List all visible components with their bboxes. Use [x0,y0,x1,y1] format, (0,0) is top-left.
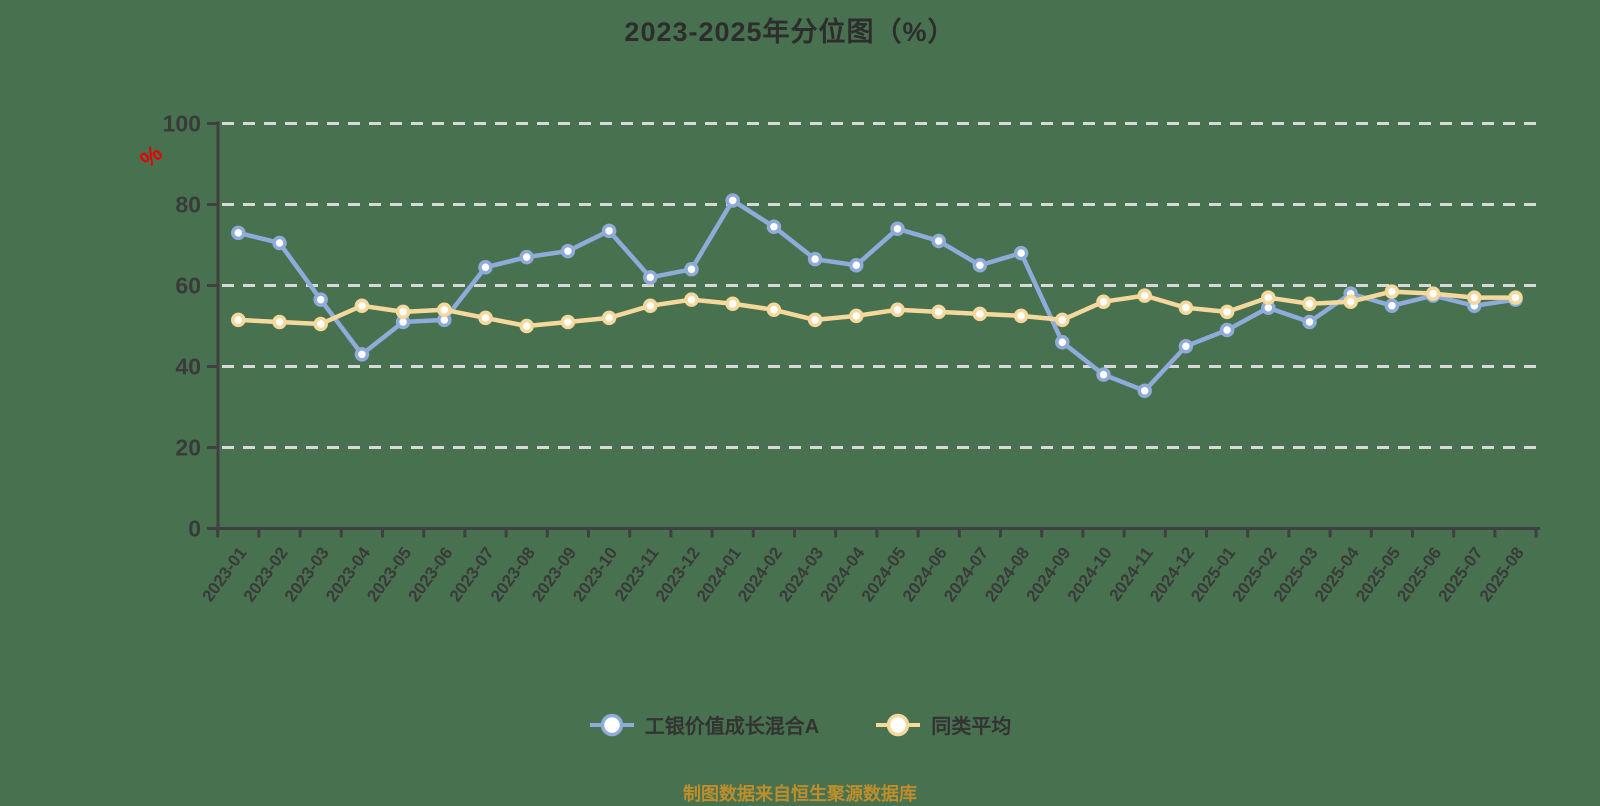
y-axis-label-40: 40 [175,354,201,380]
data-point-s0 [890,221,905,237]
data-point-s1 [272,314,287,330]
data-point-s1 [478,310,493,326]
data-point-s0 [560,243,576,259]
data-point-s0 [1137,383,1152,399]
data-point-s1 [519,318,534,334]
data-point-s0 [931,233,946,249]
data-point-s1 [643,298,658,313]
data-point-s0 [1219,322,1235,338]
series-line-0 [236,198,1518,394]
data-point-s1 [1261,290,1276,305]
legend-label-fund: 工银价值成长混合A [644,716,820,738]
data-point-s0 [313,292,328,307]
data-point-s0 [601,223,617,239]
data-point-s0 [766,219,782,235]
data-point-s1 [601,310,617,326]
data-point-s1 [725,296,740,311]
legend-item-average[interactable]: 同类平均 [875,710,1011,739]
data-point-s1 [1425,286,1441,301]
data-point-s1 [1055,312,1070,328]
data-point-s0 [684,262,699,277]
data-point-s0 [272,235,287,251]
data-point-s0 [231,225,246,241]
y-axis-label-60: 60 [175,273,201,299]
y-axis-label-20: 20 [175,435,201,461]
data-point-s1 [1219,304,1235,320]
y-axis-label-80: 80 [175,192,201,218]
data-point-s1 [1137,288,1152,303]
data-point-s0 [1178,339,1194,354]
data-point-s1 [684,292,699,307]
data-point-s1 [807,312,823,328]
legend: 工银价值成长混合A 同类平均 [0,710,1600,739]
data-point-s1 [354,298,370,313]
data-point-s0 [1384,298,1400,313]
data-point-s0 [519,249,534,265]
data-point-s0 [972,258,988,273]
data-point-s1 [1013,308,1029,324]
average-legend-marker-icon [876,713,921,736]
data-point-s1 [231,312,246,328]
data-point-s0 [807,251,823,267]
data-point-s1 [395,304,411,320]
data-point-s1 [849,308,864,324]
data-point-s1 [437,302,452,318]
data-point-s1 [1343,294,1358,309]
data-point-s1 [1384,284,1400,299]
data-point-s1 [1467,290,1482,305]
data-point-s0 [1302,314,1317,330]
data-point-s1 [1508,290,1523,305]
legend-item-fund[interactable]: 工银价值成长混合A [589,710,819,739]
data-point-s1 [931,304,946,320]
fund-legend-marker-icon [589,713,634,736]
data-point-s1 [1302,296,1317,311]
data-point-s0 [1055,334,1070,350]
chart-title: 2023-2025年分位图（%） [624,17,956,47]
data-point-s1 [890,302,905,318]
y-axis-label-100: 100 [163,111,201,137]
footer-source-note: 制图数据来自恒生聚源数据库 [683,784,917,804]
data-point-s1 [313,316,328,332]
data-point-s0 [478,260,493,275]
data-point-s1 [1178,300,1194,316]
data-point-s1 [560,314,576,330]
y-axis-label-0: 0 [188,516,201,542]
data-point-s0 [1096,367,1111,382]
legend-label-average: 同类平均 [931,716,1012,738]
data-point-s0 [354,347,370,362]
data-point-s0 [849,258,864,273]
data-point-s1 [1096,294,1111,309]
data-point-s1 [766,302,782,318]
data-point-s0 [725,193,740,208]
data-point-s1 [972,306,988,322]
data-point-s0 [1013,245,1029,261]
data-point-s0 [643,270,658,285]
